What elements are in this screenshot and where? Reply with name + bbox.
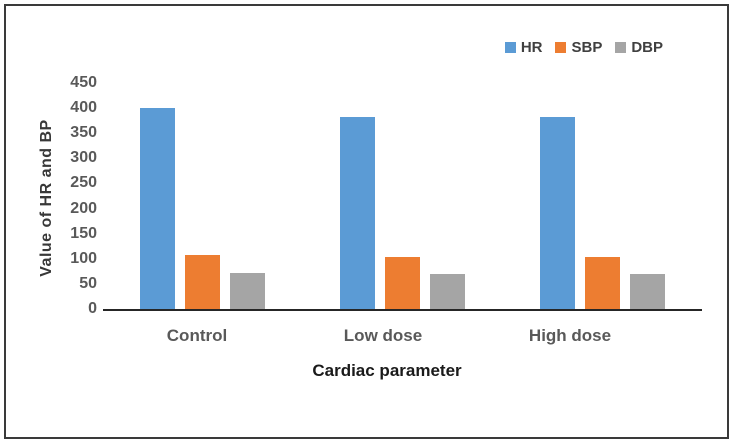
- category-label-low-dose: Low dose: [343, 326, 423, 345]
- y-tick-label-100: 100: [70, 249, 97, 267]
- bar-hr-control: [140, 108, 176, 309]
- bar-hr-low-dose: [340, 116, 375, 309]
- bar-group-high-dose: [539, 116, 665, 309]
- bar-dbp-low-dose: [430, 274, 465, 309]
- legend-label-hr: HR: [520, 39, 543, 56]
- y-tick-label-450: 450: [70, 74, 97, 91]
- y-tick-label-400: 400: [70, 99, 97, 117]
- category-label-control: Control: [166, 326, 228, 345]
- y-tick-label-150: 150: [70, 224, 97, 242]
- y-tick-label-350: 350: [70, 124, 97, 142]
- y-axis-ticks: 0 50 100 150 200 250 300 350 400 450: [55, 74, 97, 317]
- bar-dbp-control: [230, 273, 266, 309]
- bar-sbp-low-dose: [385, 256, 420, 309]
- bar-group-low-dose: [340, 116, 465, 309]
- bar-sbp-high-dose: [584, 256, 620, 309]
- legend-swatch-dbp: [615, 42, 627, 53]
- legend-swatch-sbp: [555, 42, 567, 53]
- x-axis-title: Cardiac parameter: [312, 361, 462, 380]
- y-tick-label-200: 200: [70, 199, 97, 217]
- bar-dbp-high-dose: [629, 274, 665, 309]
- x-category-labels: Control Low dose High dose: [103, 326, 702, 348]
- bar-hr-high-dose: [539, 116, 575, 309]
- y-tick-label-50: 50: [79, 274, 97, 292]
- legend-item-sbp: SBP: [555, 39, 602, 56]
- legend-item-hr: HR: [504, 39, 543, 56]
- plot-area: [103, 83, 702, 311]
- category-label-high-dose: High dose: [528, 326, 612, 345]
- legend-item-dbp: DBP: [615, 39, 663, 56]
- y-tick-label-0: 0: [88, 300, 97, 317]
- y-axis-title: Value of HR and BP: [38, 119, 55, 277]
- legend: HR SBP DBP: [504, 39, 663, 56]
- legend-label-sbp: SBP: [571, 39, 603, 56]
- bar-group-control: [140, 108, 266, 309]
- y-tick-label-250: 250: [70, 174, 97, 192]
- legend-swatch-hr: [504, 42, 516, 53]
- y-tick-label-300: 300: [70, 149, 97, 167]
- legend-label-dbp: DBP: [631, 39, 663, 56]
- bar-sbp-control: [185, 255, 221, 309]
